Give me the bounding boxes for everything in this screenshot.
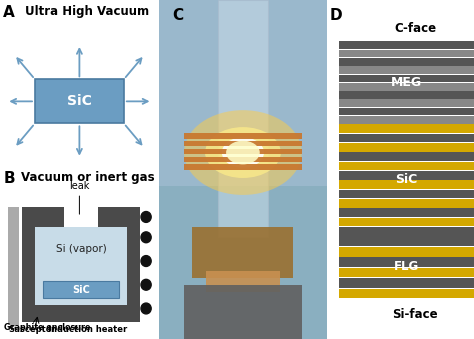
Text: B: B (3, 171, 15, 186)
Text: D: D (330, 8, 343, 23)
Text: Vacuum or inert gas: Vacuum or inert gas (20, 171, 154, 184)
Bar (22, 207, 35, 322)
Ellipse shape (226, 141, 260, 164)
Text: A: A (3, 5, 15, 20)
Bar (339, 247, 474, 257)
Text: C-face: C-face (394, 22, 436, 35)
Bar (339, 143, 474, 152)
Circle shape (141, 212, 151, 222)
Bar (339, 99, 474, 107)
Bar (192, 227, 293, 278)
Text: C: C (172, 8, 183, 23)
Bar (339, 83, 474, 91)
Text: Si (vapor): Si (vapor) (55, 244, 106, 254)
Bar (184, 133, 302, 139)
Text: Susceptor: Susceptor (8, 325, 55, 334)
Bar (339, 124, 474, 133)
Circle shape (141, 256, 151, 266)
Bar (339, 91, 474, 99)
Bar (218, 0, 268, 237)
Bar (159, 0, 327, 186)
Bar (99, 207, 140, 227)
Ellipse shape (205, 127, 281, 178)
Text: SiC: SiC (395, 173, 418, 186)
Bar (339, 66, 474, 74)
Bar (339, 218, 474, 226)
Bar (339, 268, 474, 277)
Bar (339, 227, 474, 236)
Bar (127, 207, 140, 322)
Bar (339, 49, 474, 57)
Bar (206, 271, 280, 292)
Bar (339, 41, 474, 49)
Text: MEG: MEG (391, 76, 422, 89)
Circle shape (141, 232, 151, 243)
Bar (35, 227, 127, 305)
Bar (339, 199, 474, 207)
Text: Si-face: Si-face (392, 308, 438, 321)
Bar (339, 134, 474, 142)
Text: SiC: SiC (67, 94, 92, 108)
Bar (184, 285, 302, 339)
Bar (35, 79, 124, 123)
Text: FLG: FLG (394, 260, 419, 274)
Bar (339, 153, 474, 161)
Bar (339, 208, 474, 217)
Bar (339, 180, 474, 189)
Bar (184, 164, 302, 170)
Bar (339, 108, 474, 115)
Text: Graphite enclosure: Graphite enclosure (4, 323, 91, 332)
Bar (339, 289, 474, 298)
Bar (339, 58, 474, 66)
Bar (22, 305, 140, 322)
Bar (184, 149, 302, 154)
Bar (339, 162, 474, 170)
Bar (22, 207, 64, 227)
Bar (339, 257, 474, 267)
Bar (339, 190, 474, 198)
Bar (339, 171, 474, 180)
Ellipse shape (222, 137, 264, 168)
Bar (184, 157, 302, 162)
Ellipse shape (184, 110, 302, 195)
Bar (339, 75, 474, 82)
Bar (8, 207, 19, 325)
Bar (339, 236, 474, 246)
Circle shape (141, 303, 151, 314)
Text: leak: leak (69, 181, 90, 192)
Bar (339, 278, 474, 288)
Bar (43, 281, 119, 298)
Text: Induction heater: Induction heater (48, 325, 127, 334)
Bar (184, 141, 302, 146)
Circle shape (141, 279, 151, 290)
Text: SiC: SiC (72, 285, 90, 295)
Bar (339, 116, 474, 124)
Text: Ultra High Vacuum: Ultra High Vacuum (25, 5, 149, 18)
